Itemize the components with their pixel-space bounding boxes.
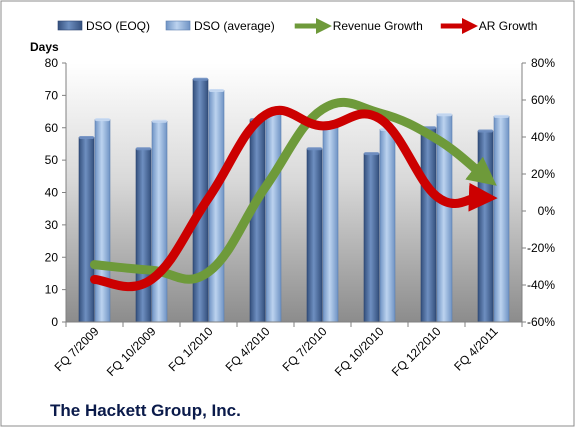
footer-title: The Hackett Group, Inc.	[50, 401, 241, 420]
y-tick-label-5: 50	[45, 153, 59, 167]
y-tick-label-3: 30	[45, 218, 59, 232]
y2-tick-label-0: -60%	[527, 315, 555, 329]
y-axis-title: Days	[30, 40, 59, 54]
bar-cap-0-5	[364, 152, 379, 156]
y-tick-label-2: 20	[45, 250, 59, 264]
legend-swatch-0	[57, 20, 83, 31]
legend-swatch-1	[165, 20, 191, 31]
bar-dso-average-5	[379, 129, 396, 323]
bar-cap-1-0	[95, 118, 110, 122]
bar-dso-eoq-6	[420, 127, 437, 323]
bar-cap-1-2	[209, 89, 224, 93]
bar-dso-eoq-4	[306, 148, 323, 323]
y2-tick-label-4: 20%	[531, 167, 555, 181]
bar-dso-eoq-7	[477, 130, 494, 323]
bar-cap-0-2	[193, 77, 208, 81]
bar-dso-average-7	[493, 116, 510, 323]
y2-tick-label-7: 80%	[531, 56, 555, 70]
y-tick-label-4: 40	[45, 186, 59, 200]
bar-dso-average-3	[265, 109, 282, 323]
bars	[78, 77, 510, 323]
legend: DSO (EOQ) DSO (average) Revenue Growth AR G…	[57, 17, 538, 35]
y2-tick-label-2: -20%	[527, 241, 555, 255]
y2-tick-label-5: 40%	[531, 130, 555, 144]
bar-dso-average-2	[208, 90, 225, 323]
bar-dso-eoq-1	[135, 148, 152, 323]
y-tick-label-1: 10	[45, 283, 59, 297]
bar-dso-eoq-3	[249, 119, 266, 323]
bar-dso-average-4	[322, 125, 339, 323]
bar-dso-eoq-0	[78, 137, 95, 323]
y2-tick-label-3: 0%	[538, 204, 556, 218]
bar-dso-average-1	[151, 120, 168, 323]
legend-label-1: DSO (average)	[194, 19, 275, 33]
bar-cap-0-1	[136, 147, 151, 151]
series-lines	[90, 97, 498, 292]
bar-cap-0-7	[478, 129, 493, 133]
bar-dso-average-0	[94, 119, 111, 323]
bar-cap-1-1	[152, 119, 167, 123]
bar-cap-1-6	[437, 113, 452, 117]
bar-cap-0-0	[79, 135, 94, 139]
y-tick-label-8: 80	[45, 56, 59, 70]
y-tick-label-7: 70	[45, 88, 59, 102]
bar-cap-0-4	[307, 147, 322, 151]
y-tick-label-6: 60	[45, 121, 59, 135]
y2-tick-label-1: -40%	[527, 278, 555, 292]
y-tick-label-0: 0	[51, 315, 58, 329]
legend-label-3: AR Growth	[479, 19, 538, 33]
legend-label-0: DSO (EOQ)	[86, 19, 150, 33]
bar-dso-eoq-5	[363, 153, 380, 323]
bar-cap-1-7	[494, 114, 509, 118]
y2-tick-label-6: 60%	[531, 93, 555, 107]
series-line-ar-growth	[90, 105, 498, 292]
legend-label-2: Revenue Growth	[333, 19, 423, 33]
